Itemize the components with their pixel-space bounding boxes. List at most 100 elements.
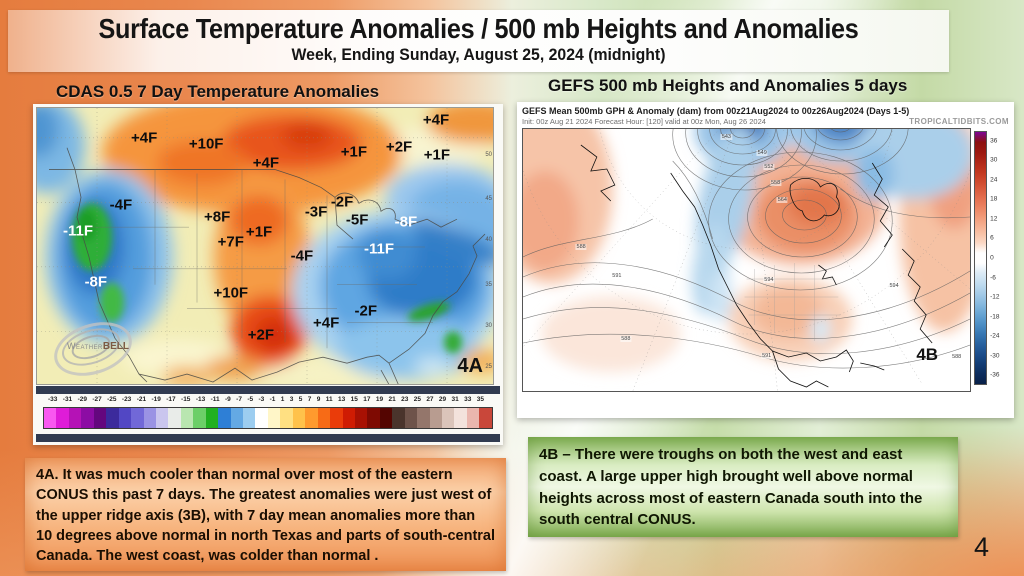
colorbar-segment — [118, 408, 132, 428]
colorbar-tick-label: -17 — [166, 396, 176, 403]
colorbar-segment — [354, 408, 368, 428]
gefs-map-card: GEFS Mean 500mb GPH & Anomaly (dam) from… — [517, 102, 1014, 418]
colorbar-tick-label: -31 — [62, 396, 73, 403]
colorbar-tick-label: -25 — [107, 396, 117, 403]
colorbar-tick-label: -21 — [136, 396, 147, 403]
colorbar-segment — [417, 408, 430, 428]
colorbar-tick-label: 13 — [338, 396, 346, 403]
colorbar-segment — [442, 408, 455, 428]
contour-label: 543 — [720, 133, 732, 140]
contour-label: 594 — [888, 283, 900, 290]
colorbar-segment — [267, 408, 281, 428]
latitude-label: 30 — [485, 323, 492, 330]
temp-anomaly-label: +8F — [203, 208, 231, 226]
colorbar-tick-label: -11 — [210, 396, 220, 403]
temp-anomaly-label: +10F — [188, 135, 224, 153]
colorbar-tick-label: 25 — [413, 396, 421, 403]
temp-anomaly-label: -3F — [304, 203, 328, 220]
gefs-map-subtitle: Init: 00z Aug 21 2024 Forecast Hour: [12… — [522, 117, 766, 126]
contour-label: 549 — [756, 149, 768, 156]
colorbar-tick-label: -6 — [990, 274, 996, 282]
colorbar-tick-label: -33 — [48, 396, 58, 403]
colorbar-segment — [466, 408, 480, 428]
colorbar-tick-label: 0 — [990, 254, 994, 262]
colorbar-segment — [56, 408, 69, 428]
colorbar-tick-label: 6 — [990, 234, 994, 242]
temp-anomaly-label: +4F — [422, 111, 450, 129]
colorbar-segment — [143, 408, 156, 428]
contour-label: 594 — [763, 276, 775, 283]
colorbar-tick-label: 24 — [990, 176, 998, 184]
temp-anomaly-label: -4F — [290, 247, 314, 265]
colorbar-tick-label: -15 — [181, 396, 191, 403]
slide-title: Surface Temperature Anomalies / 500 mb H… — [98, 13, 859, 44]
colorbar-tick-label: -7 — [236, 396, 242, 403]
colorbar-tick-label: 21 — [388, 396, 396, 403]
colorbar-segment — [243, 408, 256, 428]
map-footer-bar — [36, 386, 500, 394]
colorbar-tick-label: -9 — [225, 396, 231, 403]
colorbar-tick-label: -1 — [269, 396, 276, 403]
gefs-colorbar-strip — [974, 131, 988, 385]
colorbar-tick-label: -30 — [990, 352, 1000, 360]
temp-anomaly-label: +1F — [245, 223, 273, 241]
colorbar-segment — [454, 408, 467, 428]
colorbar-segment — [81, 408, 94, 428]
caption-4b: 4B – There were troughs on both the west… — [528, 437, 958, 537]
colorbar-tick-label: -27 — [92, 396, 102, 403]
colorbar-segment — [218, 408, 231, 428]
colorbar-segment — [68, 408, 82, 428]
colorbar-tick-label: 5 — [298, 396, 303, 403]
temperature-map-graphic — [37, 108, 493, 384]
caption-4a: 4A. It was much cooler than normal over … — [25, 458, 506, 571]
colorbar-tick-label: -29 — [77, 396, 87, 403]
temp-anomaly-label: -2F — [330, 193, 354, 211]
temp-anomaly-label: +1F — [340, 143, 368, 161]
colorbar-segment — [292, 408, 306, 428]
title-box: Surface Temperature Anomalies / 500 mb H… — [8, 10, 949, 72]
temp-anomaly-label: -11F — [63, 222, 94, 240]
colorbar-segment — [429, 408, 442, 428]
figure-label-4a: 4A — [457, 355, 483, 377]
temp-anomaly-label: -2F — [354, 302, 378, 320]
colorbar-segment — [230, 408, 243, 428]
cdas-map-card: +4F +10F +4F +1F +2F +1F +4F -4F -11F -8F +8F +7F +1… — [33, 104, 503, 445]
temp-anomaly-label: +4F — [252, 154, 280, 172]
contour-label: 558 — [770, 179, 782, 186]
colorbar-segment — [131, 408, 144, 428]
temp-anomaly-label: +10F — [213, 284, 249, 302]
temp-anomaly-label: +2F — [385, 138, 413, 156]
temp-anomaly-label: +1F — [423, 146, 451, 164]
colorbar-tick-label: -3 — [258, 396, 265, 403]
colorbar-tick-label: -12 — [990, 293, 1000, 301]
colorbar-segment — [367, 408, 380, 428]
gefs-map-graphic — [523, 129, 971, 391]
left-panel-heading: CDAS 0.5 7 Day Temperature Anomalies — [56, 82, 380, 101]
colorbar-tick-label: -18 — [990, 313, 1000, 321]
colorbar-tick-label: 36 — [990, 137, 998, 145]
colorbar-tick-label: -24 — [990, 332, 1000, 340]
gefs-map-title: GEFS Mean 500mb GPH & Anomaly (dam) from… — [522, 106, 910, 116]
colorbar-tick-label: 18 — [990, 195, 998, 203]
colorbar-tick-label: 35 — [476, 396, 484, 403]
latitude-label: 50 — [485, 151, 492, 158]
colorbar-tick-label: 33 — [464, 396, 472, 403]
temp-anomaly-label: -5F — [345, 211, 369, 228]
page-number: 4 — [974, 532, 990, 562]
colorbar-segment — [44, 408, 57, 428]
right-panel-heading: GEFS 500 mb Heights and Anomalies 5 days — [548, 76, 908, 95]
logo-text: WeatherBELL — [67, 341, 129, 352]
colorbar-tick-label: -36 — [990, 371, 1000, 379]
colorbar-tick-label: 11 — [325, 396, 333, 403]
temp-anomaly-label: -11F — [363, 240, 395, 258]
contour-label: 564 — [776, 196, 788, 203]
contour-label: 588 — [951, 353, 963, 360]
latitude-label: 40 — [485, 237, 492, 244]
weatherbell-logo: WeatherBELL — [47, 312, 157, 384]
colorbar-segment — [106, 408, 119, 428]
slide-subtitle: Week, Ending Sunday, August 25, 2024 (mi… — [291, 45, 666, 64]
colorbar-tick-label: 30 — [990, 156, 998, 164]
temp-anomaly-label: +4F — [131, 129, 158, 147]
colorbar-segment — [342, 408, 355, 428]
left-colorbar — [43, 407, 493, 429]
